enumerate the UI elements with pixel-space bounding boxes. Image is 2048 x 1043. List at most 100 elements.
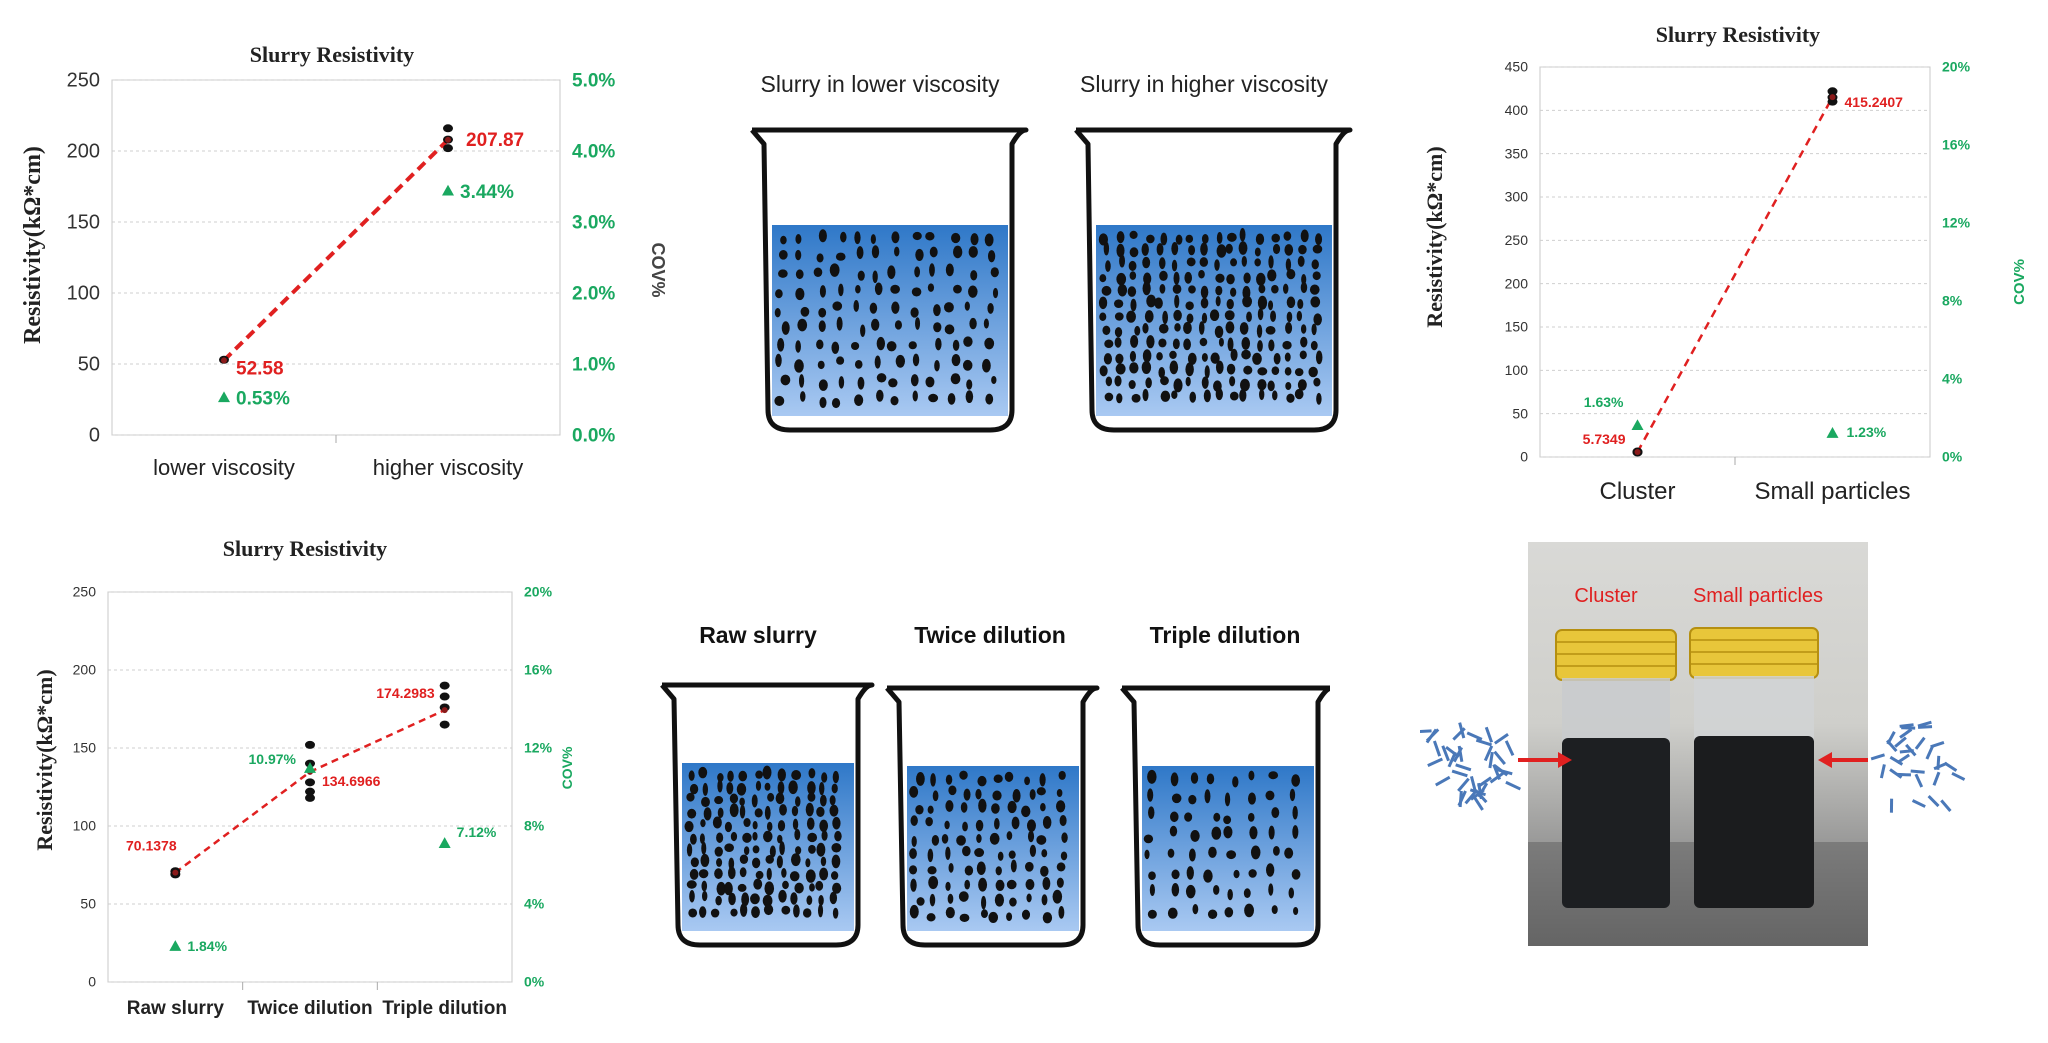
particle [1158, 367, 1165, 379]
particle [1218, 337, 1224, 347]
particle [765, 854, 774, 864]
particle [1311, 323, 1317, 336]
particle [1142, 256, 1151, 269]
particle [1265, 326, 1276, 335]
particle [716, 881, 726, 896]
jars-photo: Cluster Small particles [1528, 542, 1868, 946]
cluster-rod [1488, 751, 1494, 769]
cluster-rod [1472, 795, 1484, 811]
particle [970, 233, 979, 246]
mean-value-label: 174.2983 [376, 685, 435, 701]
mean-value-label: 134.6966 [322, 773, 381, 789]
particle [821, 830, 828, 841]
particle [751, 794, 758, 808]
particle [832, 882, 842, 894]
small-rod [1936, 755, 1941, 770]
particle [912, 231, 922, 241]
particle [1141, 360, 1152, 374]
particle [1126, 310, 1136, 323]
small-particles-jar [1689, 627, 1819, 908]
small-rod [1901, 726, 1916, 730]
particle [944, 820, 950, 830]
particle [1309, 284, 1320, 295]
particle [987, 250, 996, 263]
particle [1039, 773, 1046, 787]
particle [805, 802, 814, 817]
y-tick-label: 400 [1505, 102, 1529, 118]
particle [1216, 244, 1227, 258]
particle [1114, 337, 1122, 348]
particle [1160, 232, 1168, 246]
particle [1208, 846, 1217, 858]
particle [876, 373, 887, 383]
y-tick-label: 300 [1505, 189, 1529, 205]
particle [1130, 298, 1137, 312]
y-tick-label: 150 [1505, 319, 1529, 335]
particle [805, 858, 811, 868]
particle [1313, 313, 1322, 326]
y-tick-label: 350 [1505, 145, 1529, 161]
chart-title: Slurry Resistivity [250, 42, 414, 67]
cluster-rod [1435, 775, 1451, 787]
cluster-rod [1494, 733, 1509, 745]
y-tick-label: 100 [67, 283, 100, 305]
particle [807, 792, 816, 802]
particle [872, 270, 878, 284]
particle [1215, 273, 1225, 283]
particle [1230, 287, 1237, 297]
cluster-particles-icon [1420, 722, 1522, 811]
particle [1114, 375, 1122, 387]
particle [910, 374, 919, 387]
particle [817, 904, 824, 918]
particle [1243, 365, 1253, 375]
particle [953, 284, 962, 294]
particle [816, 253, 824, 263]
particle [1142, 281, 1151, 296]
particle [774, 307, 781, 318]
particle [1183, 321, 1192, 335]
particle [1200, 285, 1209, 299]
particle [871, 245, 880, 259]
cluster-rod [1441, 745, 1450, 762]
particle [819, 819, 829, 833]
particle [798, 374, 805, 388]
y2-tick-label: 3.0% [572, 212, 615, 233]
particle [1294, 388, 1304, 400]
particle [1099, 365, 1108, 377]
particle [1170, 811, 1179, 823]
particle [1025, 861, 1034, 872]
particle [1312, 244, 1323, 254]
particle [714, 846, 723, 857]
y2-tick-label: 0% [524, 974, 545, 990]
particle [916, 897, 925, 906]
particle [1192, 903, 1199, 915]
particle [1293, 906, 1299, 916]
particle [816, 842, 826, 857]
particle [1239, 322, 1249, 335]
particle [1185, 234, 1194, 244]
particle [910, 307, 919, 318]
particle [795, 287, 805, 301]
particle [1154, 297, 1163, 309]
particle [974, 848, 985, 858]
particle [819, 867, 829, 881]
mean-value-label: 52.58 [236, 358, 284, 379]
particle [794, 359, 804, 373]
particle [788, 780, 798, 795]
particle [752, 821, 758, 830]
cov-value-label: 1.23% [1847, 424, 1887, 440]
particle [795, 233, 802, 244]
particle [1156, 243, 1164, 256]
particle [994, 893, 1005, 907]
particle [1267, 380, 1275, 392]
particle [714, 868, 723, 879]
particle [1301, 274, 1307, 285]
particle [1259, 388, 1265, 401]
particle [752, 845, 760, 854]
particle [962, 845, 971, 857]
particle [927, 848, 934, 863]
particle [857, 376, 865, 390]
particle [1285, 322, 1293, 334]
y-tick-label: 200 [1505, 275, 1529, 291]
small-rod [1940, 799, 1952, 813]
